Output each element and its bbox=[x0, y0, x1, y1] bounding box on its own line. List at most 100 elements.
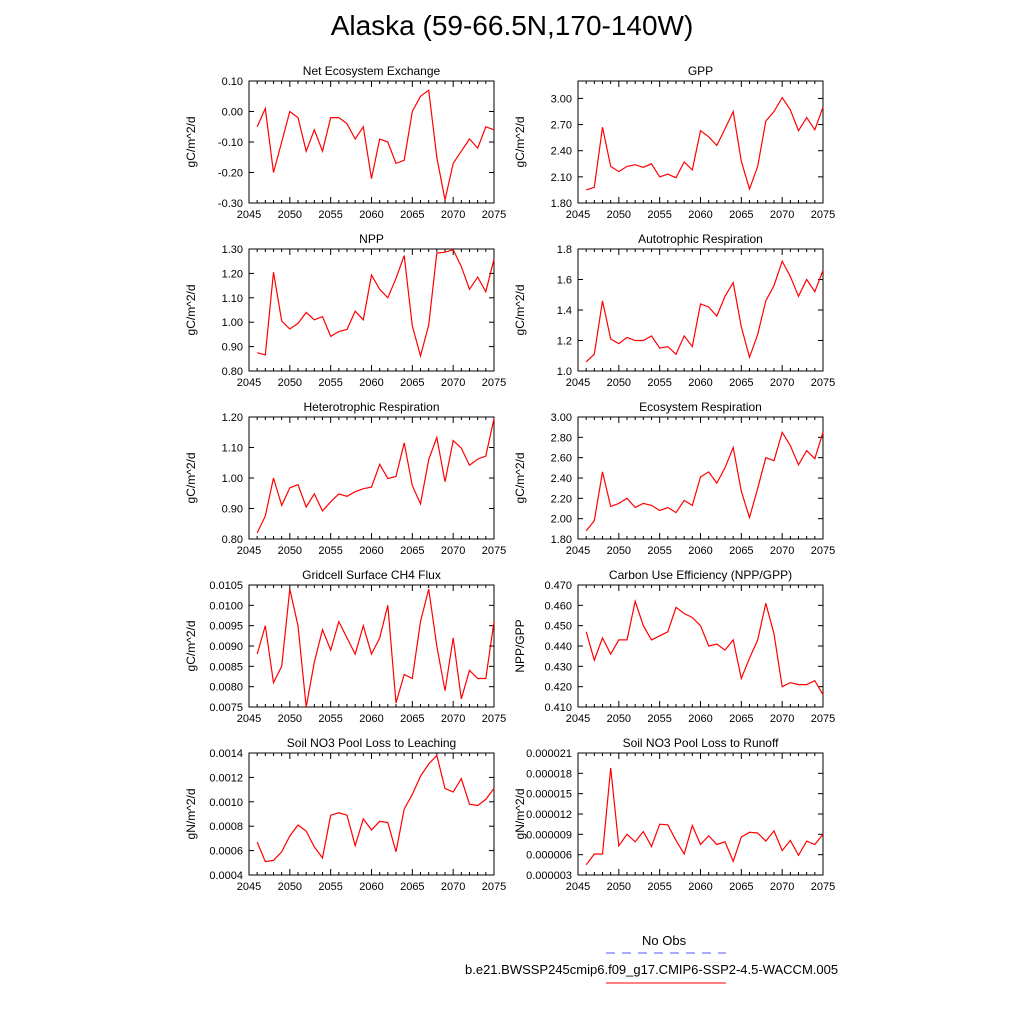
y-tick-label: 0.0090 bbox=[209, 641, 243, 653]
x-tick-label: 2065 bbox=[400, 545, 424, 557]
panel-title: NPP bbox=[359, 232, 384, 246]
x-tick-label: 2075 bbox=[811, 209, 835, 221]
y-tick-label: 1.10 bbox=[222, 443, 243, 455]
x-tick-label: 2075 bbox=[482, 545, 506, 557]
x-tick-label: 2050 bbox=[278, 209, 302, 221]
y-tick-label: -0.30 bbox=[218, 198, 243, 210]
y-tick-label: 1.00 bbox=[222, 473, 243, 485]
x-tick-label: 2060 bbox=[359, 713, 383, 725]
y-tick-label: 2.10 bbox=[551, 172, 572, 184]
x-tick-label: 2055 bbox=[647, 209, 671, 221]
x-tick-label: 2065 bbox=[729, 881, 753, 893]
x-tick-label: 2045 bbox=[566, 881, 590, 893]
x-tick-label: 2075 bbox=[482, 881, 506, 893]
panel-3: NPP gC/m^2/d 0.80 0.90 1.00 1.10 1.20 1.30 2045 2… bbox=[184, 232, 506, 389]
x-tick-label: 2050 bbox=[278, 377, 302, 389]
figure-title: Alaska (59-66.5N,170-140W) bbox=[330, 10, 694, 41]
y-tick-label: 0.000009 bbox=[526, 829, 572, 841]
panel-9: Soil NO3 Pool Loss to Leaching gN/m^2/d 0.… bbox=[184, 736, 506, 893]
panel-title: Soil NO3 Pool Loss to Runoff bbox=[623, 736, 780, 750]
y-axis-label: NPP/GPP bbox=[513, 619, 527, 672]
legend: No Obs b.e21.BWSSP245cmip6.f09_g17.CMIP6… bbox=[0, 930, 1024, 1020]
x-tick-label: 2065 bbox=[729, 209, 753, 221]
panel-title: Soil NO3 Pool Loss to Leaching bbox=[287, 736, 456, 750]
x-tick-label: 2045 bbox=[566, 545, 590, 557]
y-tick-label: 1.80 bbox=[551, 534, 572, 546]
y-tick-label: 0.0008 bbox=[209, 821, 243, 833]
series-line bbox=[586, 96, 824, 192]
y-tick-label: 1.00 bbox=[222, 317, 243, 329]
y-tick-label: 0.000003 bbox=[526, 870, 572, 882]
series-line bbox=[256, 588, 495, 708]
panel-title: Net Ecosystem Exchange bbox=[303, 64, 441, 78]
y-tick-label: 0.0012 bbox=[209, 772, 243, 784]
x-tick-label: 2065 bbox=[400, 377, 424, 389]
panel-title: GPP bbox=[688, 64, 713, 78]
legend-model-swatch bbox=[606, 982, 726, 984]
x-tick-label: 2060 bbox=[359, 881, 383, 893]
x-tick-label: 2070 bbox=[441, 881, 465, 893]
y-tick-label: 0.000018 bbox=[526, 768, 572, 780]
y-tick-label: 3.00 bbox=[551, 412, 572, 424]
plot-frame bbox=[577, 80, 824, 204]
x-tick-label: 2045 bbox=[237, 881, 261, 893]
y-tick-label: 0.430 bbox=[544, 661, 572, 673]
x-tick-label: 2060 bbox=[688, 713, 712, 725]
x-tick-label: 2075 bbox=[482, 377, 506, 389]
y-tick-label: 0.460 bbox=[544, 600, 572, 612]
y-axis-label: gC/m^2/d bbox=[184, 621, 198, 672]
plot-frame bbox=[248, 80, 495, 204]
x-tick-label: 2070 bbox=[441, 713, 465, 725]
x-tick-label: 2070 bbox=[770, 713, 794, 725]
y-tick-label: 2.70 bbox=[551, 120, 572, 132]
x-tick-label: 2070 bbox=[770, 209, 794, 221]
x-tick-label: 2070 bbox=[770, 545, 794, 557]
y-tick-label: 0.420 bbox=[544, 682, 572, 694]
panel-6: Ecosystem Respiration gC/m^2/d 1.80 2.00 2.2… bbox=[513, 400, 835, 557]
y-axis-label: gC/m^2/d bbox=[184, 285, 198, 336]
panel-10: Soil NO3 Pool Loss to RunoffgN/m^2/d0.00… bbox=[513, 736, 835, 893]
panel-8: Carbon Use Efficiency (NPP/GPP) NPP/GPP 0.… bbox=[513, 568, 835, 725]
series-line bbox=[585, 599, 824, 696]
x-tick-label: 2055 bbox=[318, 209, 342, 221]
y-tick-label: 0.450 bbox=[544, 621, 572, 633]
x-tick-label: 2060 bbox=[359, 377, 383, 389]
x-tick-label: 2060 bbox=[359, 545, 383, 557]
y-tick-label: 1.30 bbox=[222, 244, 243, 256]
chart-figure: Net Ecosystem Exchange gC/m^2/d -0.30 -0.20… bbox=[184, 64, 835, 893]
x-tick-label: 2055 bbox=[318, 545, 342, 557]
plot-frame bbox=[248, 248, 495, 372]
plot-frame bbox=[248, 752, 495, 876]
y-tick-label: 0.00 bbox=[222, 107, 243, 119]
x-tick-label: 2065 bbox=[400, 713, 424, 725]
y-axis-label: gN/m^2/d bbox=[184, 789, 198, 840]
x-tick-label: 2065 bbox=[729, 377, 753, 389]
x-tick-label: 2055 bbox=[647, 545, 671, 557]
series-line bbox=[257, 248, 495, 359]
x-tick-label: 2050 bbox=[607, 545, 631, 557]
x-tick-label: 2070 bbox=[441, 545, 465, 557]
y-tick-label: 0.0006 bbox=[209, 846, 243, 858]
x-tick-label: 2075 bbox=[811, 545, 835, 557]
y-tick-label: 2.00 bbox=[551, 514, 572, 526]
y-tick-label: 1.8 bbox=[557, 244, 572, 256]
y-tick-label: 1.2 bbox=[557, 336, 572, 348]
y-tick-label: 0.410 bbox=[544, 702, 572, 714]
x-tick-label: 2050 bbox=[278, 713, 302, 725]
x-tick-label: 2070 bbox=[770, 377, 794, 389]
x-tick-label: 2050 bbox=[607, 881, 631, 893]
y-tick-label: 1.10 bbox=[222, 293, 243, 305]
y-axis-label: gC/m^2/d bbox=[184, 453, 198, 504]
y-tick-label: 0.90 bbox=[222, 342, 243, 354]
y-tick-label: 0.000012 bbox=[526, 809, 572, 821]
y-tick-label: 1.4 bbox=[557, 305, 572, 317]
x-tick-label: 2060 bbox=[688, 377, 712, 389]
x-tick-label: 2065 bbox=[729, 713, 753, 725]
y-axis-label: gC/m^2/d bbox=[184, 117, 198, 168]
y-tick-label: 0.0014 bbox=[209, 748, 243, 760]
x-tick-label: 2075 bbox=[482, 713, 506, 725]
x-tick-label: 2045 bbox=[237, 713, 261, 725]
y-tick-label: 2.20 bbox=[551, 493, 572, 505]
y-tick-label: 0.0105 bbox=[209, 580, 243, 592]
x-tick-label: 2055 bbox=[647, 377, 671, 389]
